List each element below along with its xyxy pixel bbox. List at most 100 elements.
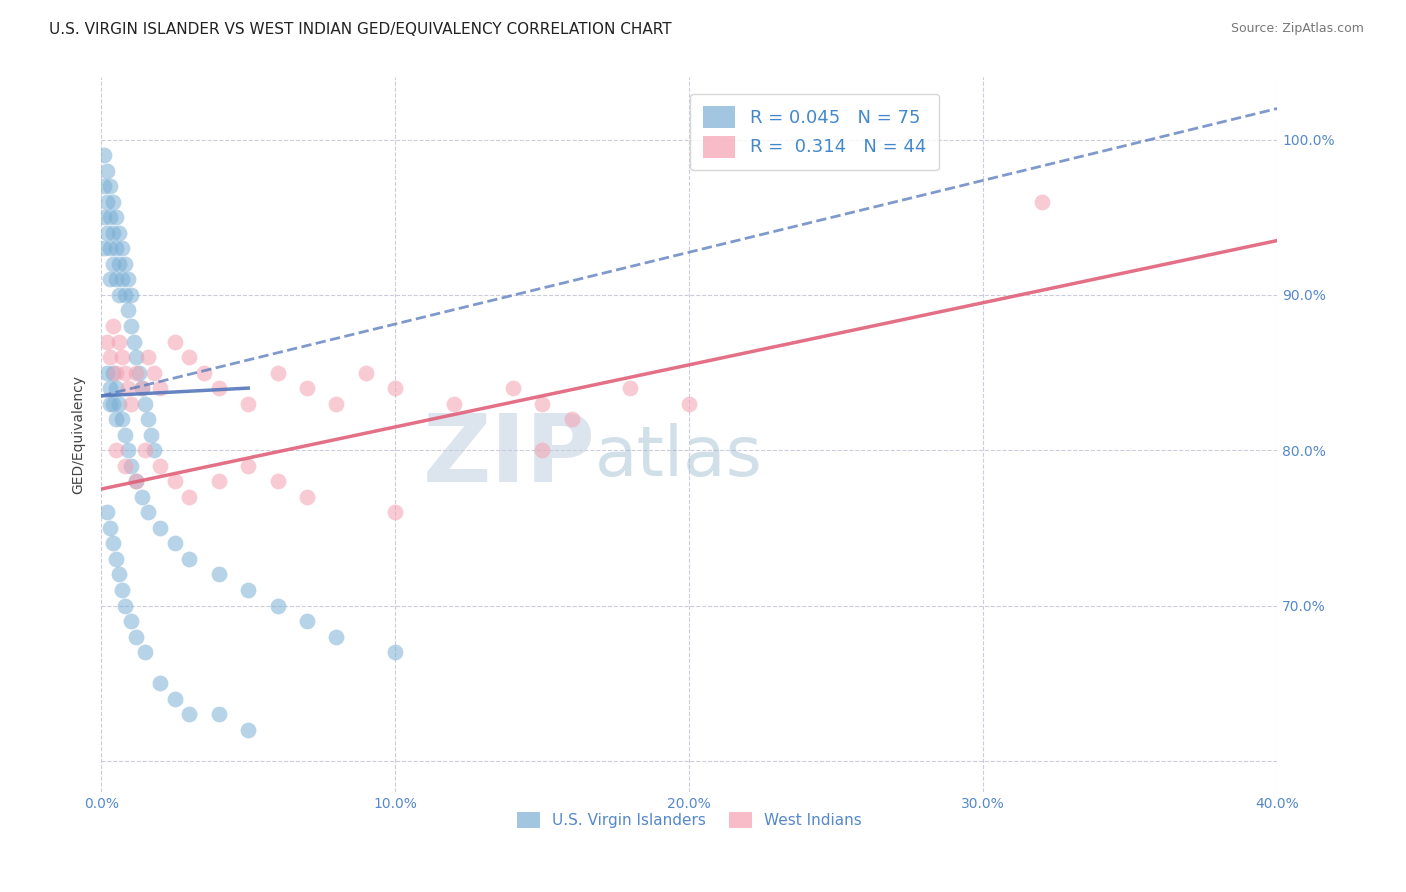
Point (502, 381, 524, 395)
Point (149, 458, 172, 473)
Point (619, 381, 641, 395)
Point (111, 272, 134, 286)
Point (325, 397, 347, 411)
Text: ZIP: ZIP (422, 410, 595, 502)
Point (111, 241, 134, 255)
Point (384, 381, 406, 395)
Point (98, 521, 121, 535)
Point (238, 582, 260, 597)
Point (93, 148, 115, 162)
Point (104, 241, 127, 255)
Point (93, 211, 115, 225)
Point (96, 163, 118, 178)
Point (104, 366, 127, 380)
Point (354, 366, 377, 380)
Point (149, 381, 172, 395)
Point (114, 366, 136, 380)
Point (117, 443, 139, 458)
Point (238, 458, 260, 473)
Point (561, 412, 583, 426)
Point (104, 552, 127, 566)
Point (136, 412, 159, 426)
Point (114, 288, 136, 302)
Point (114, 427, 136, 442)
Text: Source: ZipAtlas.com: Source: ZipAtlas.com (1230, 22, 1364, 36)
Point (131, 381, 153, 395)
Text: U.S. VIRGIN ISLANDER VS WEST INDIAN GED/EQUIVALENCY CORRELATION CHART: U.S. VIRGIN ISLANDER VS WEST INDIAN GED/… (49, 22, 672, 37)
Point (111, 350, 134, 364)
Point (384, 505, 406, 519)
Point (101, 226, 124, 240)
Point (93, 179, 115, 194)
Point (108, 226, 131, 240)
Point (101, 257, 124, 271)
Point (208, 381, 231, 395)
Point (101, 366, 124, 380)
Point (1031, 194, 1053, 209)
Point (125, 630, 148, 644)
Point (98, 179, 121, 194)
Point (98, 241, 121, 255)
Point (131, 381, 153, 395)
Point (98, 381, 121, 395)
Point (98, 350, 121, 364)
Point (108, 397, 131, 411)
Point (295, 490, 318, 504)
Point (117, 303, 139, 318)
Point (96, 226, 118, 240)
Point (104, 443, 127, 458)
Point (143, 366, 166, 380)
Point (96, 366, 118, 380)
Point (120, 458, 142, 473)
Point (120, 397, 142, 411)
Point (120, 288, 142, 302)
Point (266, 599, 288, 613)
Point (108, 567, 131, 582)
Point (98, 211, 121, 225)
Point (104, 412, 127, 426)
Point (104, 272, 127, 286)
Y-axis label: GED/Equivalency: GED/Equivalency (72, 376, 86, 494)
Point (108, 257, 131, 271)
Point (96, 194, 118, 209)
Point (108, 288, 131, 302)
Point (101, 318, 124, 333)
Text: atlas: atlas (595, 423, 763, 490)
Point (443, 397, 465, 411)
Point (96, 334, 118, 349)
Point (208, 475, 231, 489)
Point (163, 475, 186, 489)
Point (141, 427, 163, 442)
Point (136, 350, 159, 364)
Point (136, 505, 159, 519)
Point (179, 707, 201, 722)
Point (266, 475, 288, 489)
Point (125, 350, 148, 364)
Point (117, 381, 139, 395)
Point (179, 350, 201, 364)
Point (108, 334, 131, 349)
Point (163, 334, 186, 349)
Point (143, 443, 166, 458)
Point (101, 536, 124, 550)
Point (531, 397, 554, 411)
Point (104, 211, 127, 225)
Point (111, 582, 134, 597)
Point (131, 490, 153, 504)
Point (266, 366, 288, 380)
Point (295, 381, 318, 395)
Point (114, 458, 136, 473)
Point (238, 397, 260, 411)
Point (163, 536, 186, 550)
Point (122, 334, 145, 349)
Point (134, 645, 156, 659)
Point (98, 397, 121, 411)
Point (120, 318, 142, 333)
Point (101, 194, 124, 209)
Point (101, 397, 124, 411)
Point (208, 707, 231, 722)
Point (149, 521, 172, 535)
Point (179, 490, 201, 504)
Point (98, 272, 121, 286)
Point (384, 645, 406, 659)
